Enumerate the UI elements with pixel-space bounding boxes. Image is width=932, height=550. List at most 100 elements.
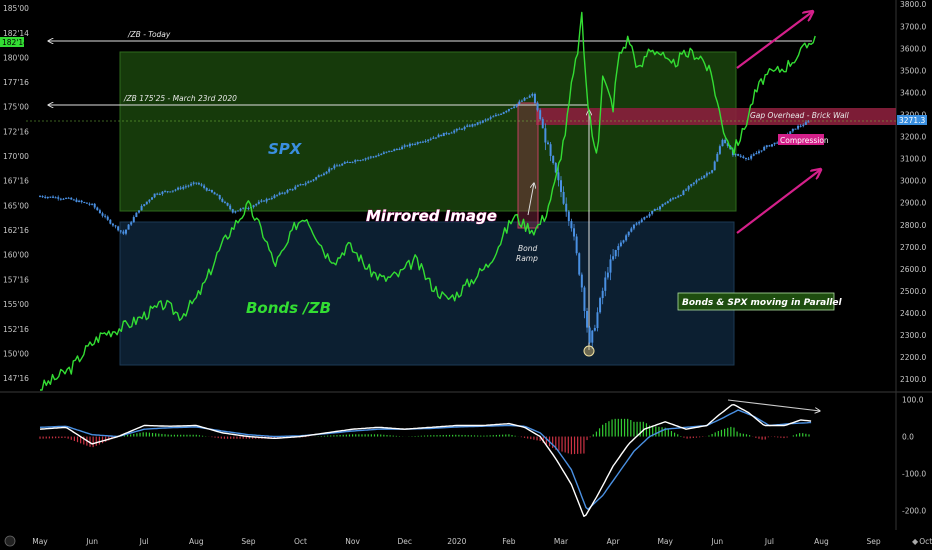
spx-candle-body xyxy=(560,180,562,192)
spx-candle-body xyxy=(192,182,195,184)
spx-candle-body xyxy=(111,223,114,226)
spx-candle-body xyxy=(744,157,747,160)
parallel-box xyxy=(677,292,835,311)
spx-candle-body xyxy=(726,143,729,146)
spx-candle-body xyxy=(268,198,271,200)
spx-candle-body xyxy=(632,224,635,229)
spx-candle-body xyxy=(575,236,578,254)
magenta-arrow-top xyxy=(736,12,812,69)
spx-candle-body xyxy=(278,192,281,195)
spx-candle-body xyxy=(804,122,807,125)
left-tick-label: 185'00 xyxy=(3,4,29,13)
x-tick-label: Oct xyxy=(294,537,307,546)
spx-candle-body xyxy=(49,196,52,198)
right-tick-label: 2500.0 xyxy=(900,287,926,296)
right-tick-label: 2200.0 xyxy=(900,353,926,362)
gap-label: Gap Overhead - Brick Wall xyxy=(750,111,850,120)
spx-candle-body xyxy=(617,246,620,250)
x-tick-label: May xyxy=(32,537,48,546)
left-tick-label: 150'00 xyxy=(3,349,29,358)
spx-candle-body xyxy=(88,203,91,205)
spx-candle-body xyxy=(606,272,609,278)
spx-candle-body xyxy=(544,128,547,143)
spx-candle-body xyxy=(57,197,60,199)
spx-candle-body xyxy=(177,187,180,190)
spx-candle-body xyxy=(252,205,255,208)
spx-candle-body xyxy=(257,201,260,204)
bonds-zone xyxy=(119,221,735,366)
spx-candle-body xyxy=(487,118,490,120)
spx-candle-body xyxy=(247,208,250,210)
spx-candle-body xyxy=(653,208,656,211)
spx-candle-body xyxy=(289,189,292,191)
spx-candle-body xyxy=(328,168,331,172)
spx-candle-body xyxy=(698,179,701,181)
spx-candle-body xyxy=(679,195,682,197)
spx-candle-body xyxy=(127,224,130,230)
spx-candle-body xyxy=(546,142,549,145)
spx-candle-body xyxy=(737,154,740,156)
spx-candle-body xyxy=(734,154,737,156)
left-tick-label: 170'00 xyxy=(3,152,29,161)
spx-candle-body xyxy=(507,108,510,111)
spx-candle-body xyxy=(635,223,638,225)
spx-price-tag: 3271.3 xyxy=(899,116,925,125)
spx-candle-body xyxy=(593,328,596,331)
spx-candle-body xyxy=(140,205,143,211)
spx-candle-body xyxy=(85,202,88,204)
right-tick-label: 2800.0 xyxy=(900,221,926,230)
bond-ramp-box xyxy=(517,102,539,229)
spx-candle-body xyxy=(221,198,224,202)
ramp-arrow xyxy=(527,183,534,216)
spx-candle-body xyxy=(195,182,198,184)
spx-candle-body xyxy=(760,150,763,152)
spx-candle-body xyxy=(768,145,771,147)
spx-candle-body xyxy=(708,172,711,174)
zb-price-tag-bg xyxy=(0,37,24,47)
settings-icon[interactable] xyxy=(4,535,16,547)
spx-candle-body xyxy=(771,144,774,147)
spx-candle-body xyxy=(794,128,797,130)
mirrored-label: Mirrored Image xyxy=(366,207,497,225)
spx-candle-body xyxy=(468,125,471,127)
spx-candle-body xyxy=(169,191,172,193)
spx-candle-body xyxy=(197,183,200,185)
spx-candle-body xyxy=(291,189,294,191)
spx-candle-body xyxy=(463,126,466,130)
spx-candle-body xyxy=(395,148,398,150)
spx-candle-body xyxy=(403,145,406,147)
spx-candle-body xyxy=(799,125,802,127)
spx-candle-body xyxy=(432,137,435,139)
x-tick-label: Oct xyxy=(919,537,932,546)
spx-candle-body xyxy=(375,156,378,158)
right-tick-label: 2300.0 xyxy=(900,331,926,340)
spx-candle-body xyxy=(442,132,445,137)
spx-candle-body xyxy=(510,107,513,109)
spx-candle-body xyxy=(338,165,341,167)
spx-candle-body xyxy=(643,217,646,220)
spx-candle-body xyxy=(39,196,41,198)
spx-candle-body xyxy=(322,173,325,176)
spx-candle-body xyxy=(791,128,794,132)
spx-candle-body xyxy=(505,110,508,113)
spx-candle-body xyxy=(445,132,448,134)
oscillator-axis: 100.0 0.0 -100.0 -200.0 xyxy=(902,396,926,516)
spx-candle-body xyxy=(424,141,427,143)
spx-candle-body xyxy=(299,184,302,186)
spx-candle-body xyxy=(348,162,351,164)
spx-candle-body xyxy=(270,198,273,200)
spx-candle-body xyxy=(109,219,112,224)
spx-candle-body xyxy=(145,201,148,205)
spx-candle-body xyxy=(312,179,315,181)
spx-candle-body xyxy=(351,161,354,163)
left-tick-label: 182'14 xyxy=(3,29,29,38)
oscillator-line xyxy=(39,409,812,510)
spx-candle-body xyxy=(651,210,654,214)
spx-candle-body xyxy=(807,121,810,123)
spx-candle-body xyxy=(52,196,55,198)
spx-candle-body xyxy=(182,187,185,189)
right-tick-label: 3400.0 xyxy=(900,88,926,97)
spx-candle-body xyxy=(273,195,276,199)
spx-candle-body xyxy=(492,116,495,118)
